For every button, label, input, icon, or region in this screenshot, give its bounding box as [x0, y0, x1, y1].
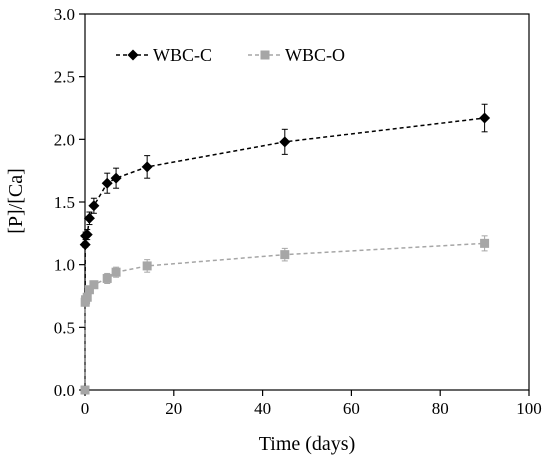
legend-label: WBC-O — [285, 45, 345, 65]
x-tick-label: 0 — [81, 399, 90, 418]
legend-item-wbc-o: WBC-O — [248, 45, 345, 65]
data-point — [480, 238, 490, 248]
legend-marker — [260, 50, 270, 60]
data-point — [79, 239, 91, 251]
x-axis-title: Time (days) — [259, 433, 355, 455]
x-tick-label: 100 — [516, 399, 542, 418]
x-tick-label: 40 — [254, 399, 271, 418]
y-tick-label: 1.0 — [54, 256, 75, 275]
data-point — [110, 172, 122, 184]
data-point — [142, 261, 152, 271]
y-tick-label: 2.5 — [54, 68, 75, 87]
data-point — [89, 280, 99, 290]
y-tick-label: 0.0 — [54, 381, 75, 400]
data-point — [82, 292, 92, 302]
plot-area — [79, 103, 491, 396]
legend-label: WBC-C — [153, 45, 212, 65]
y-tick-label: 1.5 — [54, 193, 75, 212]
x-tick-label: 80 — [432, 399, 449, 418]
data-point — [280, 250, 290, 260]
data-point — [111, 267, 121, 277]
data-point — [80, 385, 90, 395]
legend-marker — [127, 49, 139, 61]
axes: 0 20 40 60 80 100 0.0 0.5 1.0 1.5 2.0 2.5 3.0 — [54, 5, 542, 418]
legend-item-wbc-c: WBC-C — [116, 45, 212, 65]
y-tick-label: 3.0 — [54, 5, 75, 24]
x-tick-label: 20 — [165, 399, 182, 418]
data-point — [84, 285, 94, 295]
data-point — [81, 229, 93, 241]
data-point — [141, 161, 153, 173]
data-point — [101, 177, 113, 189]
data-point — [88, 200, 100, 212]
legend: WBC-C WBC-O — [116, 45, 345, 65]
data-point — [279, 136, 291, 148]
data-point — [102, 273, 112, 283]
y-tick-label: 2.0 — [54, 130, 75, 149]
y-tick-label: 0.5 — [54, 318, 75, 337]
plot-frame — [84, 13, 530, 391]
y-axis-title: [P]/[Ca] — [5, 168, 27, 234]
data-point — [83, 212, 95, 224]
x-tick-label: 60 — [343, 399, 360, 418]
data-point — [479, 112, 491, 124]
series-wbc-o — [80, 235, 490, 395]
